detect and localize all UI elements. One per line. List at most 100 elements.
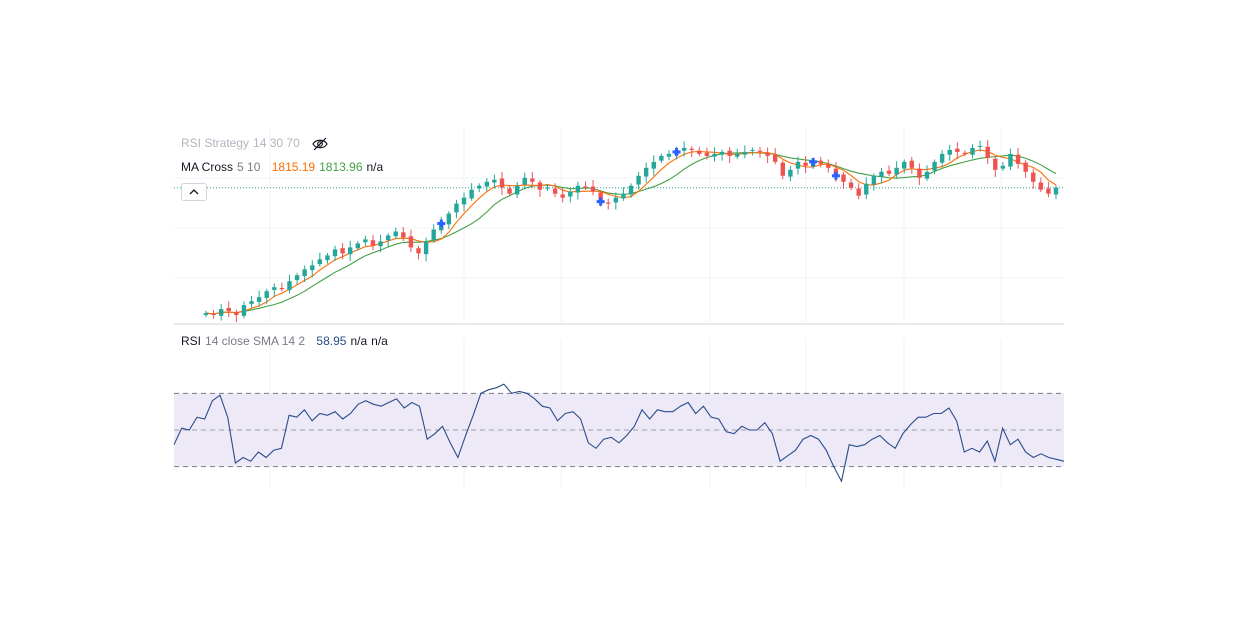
candle-body	[522, 177, 527, 185]
candle-body	[378, 241, 383, 247]
candle-body	[1000, 165, 1006, 169]
candle-body	[902, 161, 907, 169]
ma-cross-value-na: n/a	[366, 160, 384, 174]
ma-cross-legend[interactable]: MA Cross 5 10 1815.19 1813.96 n/a	[181, 160, 387, 174]
candle-body	[401, 232, 406, 238]
candle-body	[499, 178, 505, 188]
chart-area[interactable]: RSI Strategy 14 30 70 MA Cross 5 10 1815.1…	[173, 128, 1065, 488]
candle-body	[689, 148, 694, 150]
candle-body	[340, 248, 345, 254]
candle-body	[393, 231, 398, 237]
ma-cross-params: 5 10	[237, 160, 261, 174]
strategy-params: 14 30 70	[253, 136, 300, 150]
candle-body	[970, 147, 975, 155]
candle-body	[795, 161, 801, 169]
candle-body	[788, 169, 793, 177]
candle-body	[939, 153, 945, 163]
candle-body	[841, 174, 846, 182]
candle-body	[886, 170, 892, 174]
candle-body	[279, 287, 285, 290]
candle-body	[302, 269, 307, 277]
candle-body	[347, 247, 353, 255]
candle-body	[507, 188, 512, 194]
candle-body	[256, 297, 262, 302]
candle-body	[431, 229, 436, 241]
candle-body	[765, 152, 770, 156]
candle-body	[871, 175, 877, 185]
candle-body	[681, 147, 687, 151]
candle-body	[218, 309, 224, 316]
candle-body	[325, 255, 330, 261]
candle-body	[697, 150, 702, 154]
strategy-legend[interactable]: RSI Strategy 14 30 70	[181, 136, 329, 151]
rsi-legend[interactable]: RSI 14 close SMA 14 2 58.95 n/a n/a	[181, 334, 392, 348]
collapse-legend-button[interactable]	[181, 183, 207, 201]
ma-cross-value-slow: 1813.96	[319, 160, 363, 174]
candle-body	[537, 182, 543, 190]
rsi-na-2: n/a	[371, 334, 388, 348]
candle-body	[234, 311, 239, 316]
candle-body	[385, 235, 391, 241]
candle-body	[932, 161, 937, 171]
candle-body	[484, 181, 490, 187]
candle-body	[977, 145, 983, 147]
candle-body	[985, 146, 990, 158]
candle-body	[446, 213, 452, 225]
candle-body	[408, 236, 414, 248]
candle-body	[211, 313, 216, 316]
candle-body	[272, 287, 277, 290]
candle-body	[750, 149, 755, 151]
eye-crossed-icon[interactable]	[311, 137, 329, 151]
candle-body	[477, 185, 482, 189]
candle-body	[575, 185, 581, 193]
candle-body	[416, 248, 421, 254]
candle-body	[628, 185, 634, 195]
candle-body	[735, 153, 740, 157]
signal-marker	[811, 157, 815, 166]
candle-body	[643, 167, 649, 177]
candle-body	[993, 158, 998, 170]
rsi-value: 58.95	[316, 334, 347, 348]
candle-body	[780, 162, 785, 176]
rsi-params: 14 close SMA 14 2	[205, 334, 306, 348]
candle-body	[469, 189, 474, 199]
candle-body	[461, 197, 467, 205]
candle-body	[583, 186, 588, 188]
candle-body	[264, 291, 269, 298]
candle-body	[249, 301, 254, 304]
candle-body	[590, 186, 596, 192]
candle-body	[909, 160, 915, 168]
signal-marker	[439, 219, 443, 228]
candle-body	[666, 153, 672, 157]
candle-body	[454, 203, 459, 213]
rsi-name: RSI	[181, 334, 202, 348]
candle-body	[568, 191, 573, 197]
candle-body	[621, 193, 626, 199]
candle-body	[332, 249, 338, 257]
candle-body	[492, 179, 497, 183]
candle-body	[1031, 172, 1036, 182]
candle-body	[659, 155, 664, 161]
candle-body	[1046, 188, 1051, 194]
candle-body	[955, 148, 960, 152]
candle-body	[879, 171, 884, 177]
candle-body	[636, 175, 641, 185]
candle-body	[1038, 182, 1044, 190]
candle-body	[241, 305, 247, 316]
chevron-up-icon	[189, 189, 199, 195]
candle-body	[803, 162, 808, 166]
candle-body	[704, 152, 710, 156]
candle-body	[613, 197, 619, 203]
candle-body	[1015, 154, 1021, 164]
candle-body	[651, 161, 656, 169]
candle-body	[1008, 153, 1013, 167]
candle-body	[894, 167, 899, 175]
chart-svg[interactable]	[173, 128, 1065, 488]
candle-body	[856, 188, 861, 196]
candle-body	[317, 259, 323, 265]
candle-body	[826, 164, 831, 168]
candle-body	[598, 192, 603, 202]
candle-body	[712, 153, 717, 157]
ma-cross-value-fast: 1815.19	[271, 160, 316, 174]
candle-body	[719, 151, 725, 155]
